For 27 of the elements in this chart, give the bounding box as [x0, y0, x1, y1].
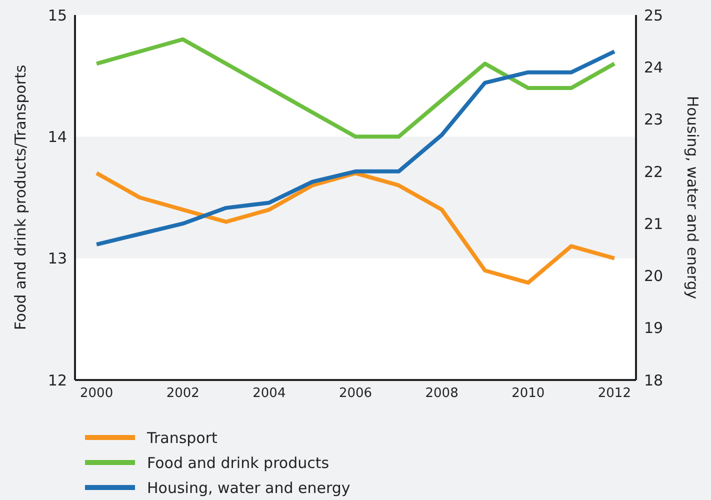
x-tick-label: 2006	[338, 386, 372, 402]
x-tick-label: 2004	[252, 386, 286, 402]
x-tick-label: 2010	[512, 386, 545, 402]
line-series	[94, 50, 616, 246]
y2-tick-label: 22	[644, 162, 664, 181]
y2-tick-label: 23	[644, 110, 664, 129]
x-tick-label: 2000	[80, 386, 114, 402]
x-tick-label: 2012	[598, 386, 631, 402]
legend-label: Housing, water and energy	[147, 478, 350, 496]
y-axis-title: Food and drink products/Transports	[11, 64, 30, 330]
y2-tick-label: 18	[644, 371, 664, 390]
legend-label: Food and drink products	[147, 454, 330, 472]
line-series	[94, 37, 616, 139]
y2-tick-label: 20	[644, 267, 664, 286]
y-tick-label: 12	[48, 371, 67, 390]
line-series	[94, 171, 616, 285]
y2-tick-label: 19	[644, 319, 664, 338]
y2-tick-label: 21	[644, 214, 664, 233]
y-tick-label: 14	[48, 128, 67, 146]
x-tick-label: 2008	[425, 386, 458, 402]
y-tick-label: 15	[48, 6, 67, 24]
y-tick-label: 13	[48, 250, 67, 268]
y2-axis-title: Housing, water and energy	[684, 96, 702, 300]
x-tick-label: 2002	[166, 386, 200, 402]
legend-label: Transport	[147, 428, 218, 446]
y2-tick-label: 25	[644, 6, 664, 24]
y2-tick-label: 24	[644, 58, 664, 76]
